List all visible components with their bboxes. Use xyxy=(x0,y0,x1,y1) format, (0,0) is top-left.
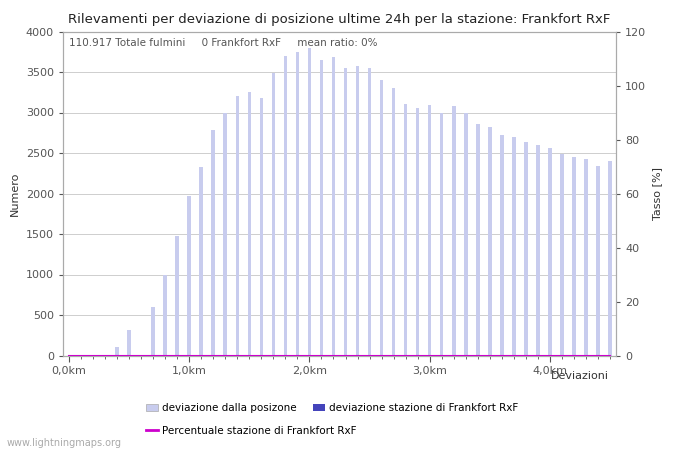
Bar xyxy=(512,137,516,356)
Bar xyxy=(116,346,119,356)
Bar xyxy=(235,96,239,356)
Bar xyxy=(163,274,167,356)
Bar xyxy=(344,68,347,356)
Bar xyxy=(368,68,372,356)
Bar xyxy=(608,161,612,356)
Bar xyxy=(584,159,588,356)
Text: www.lightningmaps.org: www.lightningmaps.org xyxy=(7,438,122,448)
Bar xyxy=(524,142,528,356)
Bar xyxy=(223,112,227,356)
Bar xyxy=(380,80,384,356)
Bar xyxy=(295,52,299,356)
Legend: Percentuale stazione di Frankfort RxF: Percentuale stazione di Frankfort RxF xyxy=(146,426,357,436)
Bar xyxy=(284,56,287,356)
Bar xyxy=(176,236,179,356)
Bar xyxy=(188,196,191,356)
Bar xyxy=(548,148,552,356)
Text: Deviazioni: Deviazioni xyxy=(551,371,609,381)
Bar xyxy=(596,166,600,356)
Bar xyxy=(307,48,312,356)
Bar xyxy=(199,167,203,356)
Y-axis label: Numero: Numero xyxy=(10,171,20,216)
Bar xyxy=(536,145,540,356)
Bar xyxy=(488,127,491,356)
Bar xyxy=(500,135,503,356)
Bar xyxy=(332,58,335,356)
Bar xyxy=(452,106,456,356)
Bar xyxy=(440,113,444,356)
Bar xyxy=(464,113,468,356)
Bar xyxy=(151,307,155,356)
Bar xyxy=(260,98,263,356)
Bar xyxy=(476,124,480,356)
Bar xyxy=(272,73,275,356)
Bar xyxy=(356,66,359,356)
Bar xyxy=(248,92,251,356)
Bar xyxy=(127,329,131,356)
Bar xyxy=(428,105,431,356)
Bar xyxy=(404,104,407,356)
Bar xyxy=(392,88,396,356)
Bar xyxy=(320,60,323,356)
Bar xyxy=(416,108,419,356)
Bar xyxy=(560,154,564,356)
Y-axis label: Tasso [%]: Tasso [%] xyxy=(652,167,662,220)
Text: 110.917 Totale fulmini     0 Frankfort RxF     mean ratio: 0%: 110.917 Totale fulmini 0 Frankfort RxF m… xyxy=(69,38,377,48)
Bar xyxy=(211,130,215,356)
Title: Rilevamenti per deviazione di posizione ultime 24h per la stazione: Frankfort Rx: Rilevamenti per deviazione di posizione … xyxy=(69,13,610,26)
Bar xyxy=(572,157,575,356)
